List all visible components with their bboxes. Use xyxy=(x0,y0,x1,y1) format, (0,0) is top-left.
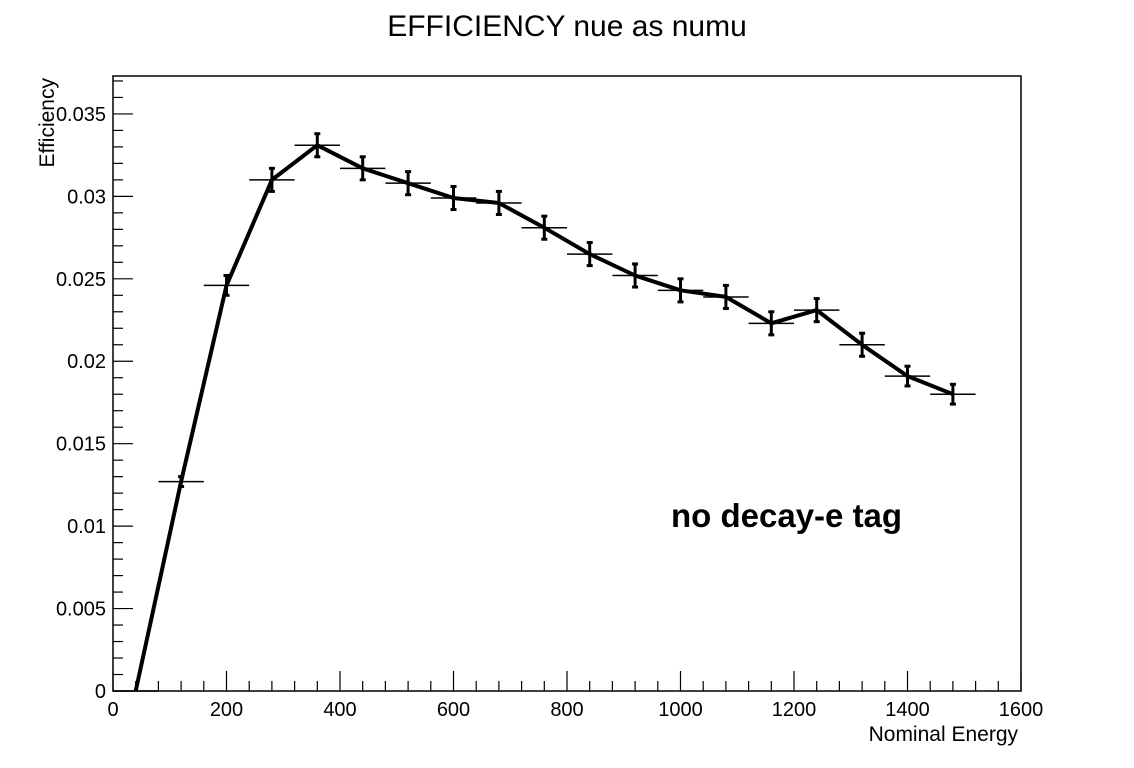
chart-title: EFFICIENCY nue as numu xyxy=(387,10,747,43)
data-point xyxy=(521,214,567,241)
data-point xyxy=(930,382,976,406)
data-point xyxy=(476,189,522,216)
data-point xyxy=(158,475,204,489)
x-tick-label: 400 xyxy=(323,699,356,721)
x-axis-label: Nominal Energy xyxy=(869,723,1019,746)
data-point xyxy=(203,274,250,297)
y-tick-label: 0 xyxy=(95,681,106,703)
series-layer xyxy=(113,132,976,692)
x-tick-label: 1400 xyxy=(885,699,930,721)
plot-frame xyxy=(112,75,1022,692)
data-point xyxy=(294,132,340,159)
y-tick-label: 0.01 xyxy=(67,516,106,538)
annotation-no-decay-e-tag: no decay-e tag xyxy=(671,497,902,534)
x-tick-label: 600 xyxy=(437,699,470,721)
y-tick-label: 0.02 xyxy=(67,351,106,373)
data-point xyxy=(657,277,704,304)
y-tick-label: 0.025 xyxy=(56,269,106,291)
data-point xyxy=(839,331,885,358)
data-point xyxy=(794,297,840,324)
y-tick-label: 0.035 xyxy=(56,104,106,126)
x-axis-tick-labels: 0 200 400 600 800 1000 1200 1400 1600 xyxy=(107,699,1043,721)
data-point xyxy=(884,364,931,388)
data-point xyxy=(703,283,749,310)
data-point xyxy=(612,262,658,289)
x-tick-label: 800 xyxy=(550,699,583,721)
y-tick-label: 0.005 xyxy=(56,599,106,621)
y-axis-tick-labels: 0 0.005 0.01 0.015 0.02 0.025 0.03 0.035 xyxy=(56,104,106,703)
x-tick-label: 1000 xyxy=(658,699,703,721)
y-axis-ticks xyxy=(113,80,133,692)
data-point xyxy=(340,155,386,182)
y-tick-label: 0.015 xyxy=(56,434,106,456)
data-point xyxy=(748,310,794,337)
x-tick-label: 1600 xyxy=(999,699,1044,721)
data-point xyxy=(430,184,477,212)
x-tick-label: 1200 xyxy=(772,699,817,721)
y-axis-label: Efficiency xyxy=(36,78,59,168)
x-tick-label: 200 xyxy=(210,699,243,721)
data-point xyxy=(385,170,431,197)
y-tick-label: 0.03 xyxy=(67,186,106,208)
x-tick-label: 0 xyxy=(107,699,118,721)
data-point xyxy=(249,166,295,193)
x-axis-ticks xyxy=(112,671,1022,691)
data-point xyxy=(567,241,613,268)
